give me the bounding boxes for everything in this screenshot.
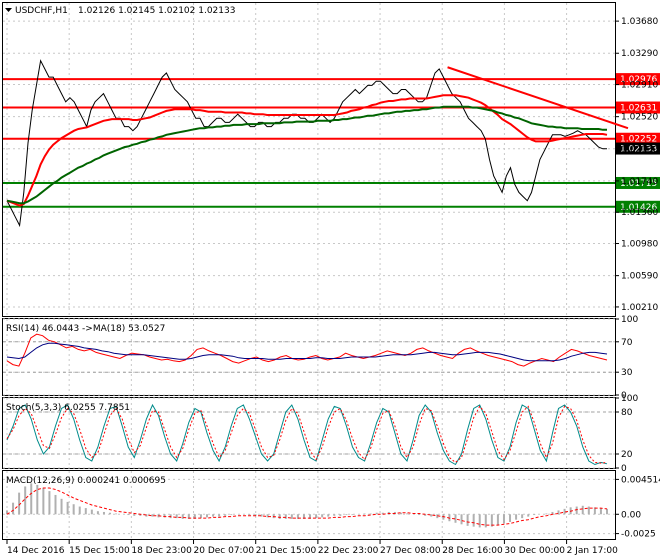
y-tick-label: 20	[621, 450, 633, 460]
rsi-series	[3, 333, 615, 373]
y-tick-label: 1.01740	[621, 177, 658, 187]
x-tick-label: 15 Dec 15:00	[69, 546, 130, 556]
stoch-series	[3, 403, 615, 466]
macd-header: MACD(12,26,9) 0.000241 0.000695	[6, 476, 166, 486]
grid	[3, 3, 615, 539]
y-axes: 1.03680 1.03290 1.02910 1.02520 1.02130 1.017…	[615, 17, 660, 540]
x-tick-label: 22 Dec 23:00	[318, 546, 379, 556]
level-price-label: 1.01715	[620, 179, 657, 189]
rsi-rsi-ma-line	[6, 342, 608, 362]
series-price	[6, 59, 607, 228]
level-price-tag	[616, 132, 660, 145]
x-tick-label: 21 Dec 15:00	[256, 546, 317, 556]
x-tick-label: 28 Dec 16:00	[442, 546, 503, 556]
level-price-tag	[616, 73, 660, 86]
ohlc-values: 1.02126 1.02145 1.02102 1.02133	[78, 6, 235, 16]
collapse-triangle-icon	[5, 8, 12, 12]
price-header: USDCHF,H1 1.02126 1.02145 1.02102 1.0213…	[5, 6, 235, 16]
y-tick-label: 30	[621, 368, 633, 378]
stoch-main-line	[6, 403, 608, 466]
level-price-tag	[616, 101, 660, 114]
y-tick-label: -0.0025	[621, 530, 656, 540]
level-price-label: 1.02631	[620, 104, 657, 114]
y-tick-label: 0.00	[621, 510, 641, 520]
macd-pane[interactable]	[2, 470, 616, 540]
price-series	[6, 59, 608, 228]
y-tick-label: 100	[621, 315, 638, 325]
y-tick-label: 0.004514	[621, 475, 660, 485]
macd-series	[6, 483, 608, 528]
y-tick-label: 1.03680	[621, 17, 658, 27]
x-tick-label: 30 Dec 00:00	[504, 546, 565, 556]
x-tick-label: 27 Dec 08:00	[380, 546, 441, 556]
x-tick-label: 14 Dec 2016	[7, 546, 65, 556]
current-price-label: 1.02133	[620, 145, 657, 155]
x-tick-label: 18 Dec 23:00	[131, 546, 192, 556]
level-price-label: 1.01426	[620, 203, 657, 213]
y-tick-label: 0	[621, 391, 627, 401]
stoch-signal-line	[6, 405, 608, 464]
y-tick-label: 1.00590	[621, 272, 658, 282]
trendline[interactable]	[447, 66, 629, 130]
y-tick-label: 0	[621, 464, 627, 474]
stoch-header: Stoch(5,3,3) 6.0255 7.7851	[6, 403, 130, 413]
macd-signal-line	[6, 487, 608, 526]
series-ma-slow	[6, 105, 607, 205]
level-price-tag	[616, 176, 660, 189]
horizontal-levels: 1.02976 1.02631 1.02252 1.01715 1.01426 1.021…	[3, 73, 660, 213]
y-tick-label: 1.02520	[621, 113, 658, 123]
y-tick-label: 1.01360	[621, 208, 658, 218]
trendline-segment[interactable]	[447, 66, 629, 130]
y-tick-label: 1.02130	[621, 145, 658, 155]
price-pane[interactable]	[2, 2, 616, 317]
rsi-header: RSI(14) 46.0443 ->MA(18) 53.0527	[6, 324, 165, 334]
y-tick-label: 70	[621, 338, 633, 348]
y-tick-label: 100	[621, 394, 638, 404]
level-price-tag	[616, 200, 660, 213]
level-price-label: 1.02252	[620, 135, 657, 145]
x-tick-label: 2 Jan 17:00	[567, 546, 619, 556]
y-tick-label: 1.03290	[621, 49, 658, 59]
current-price-tag	[616, 142, 660, 155]
y-tick-label: 1.00980	[621, 240, 658, 250]
y-tick-label: 80	[621, 408, 633, 418]
y-tick-label: 1.00210	[621, 303, 658, 313]
y-tick-label: 1.02910	[621, 81, 658, 91]
symbol-timeframe: USDCHF,H1	[15, 6, 68, 16]
level-price-label: 1.02976	[620, 75, 657, 85]
x-axis: 14 Dec 2016 15 Dec 15:00 18 Dec 23:00 20 De…	[6, 540, 619, 556]
series-ma-fast	[6, 94, 608, 207]
x-tick-label: 20 Dec 07:00	[194, 546, 255, 556]
